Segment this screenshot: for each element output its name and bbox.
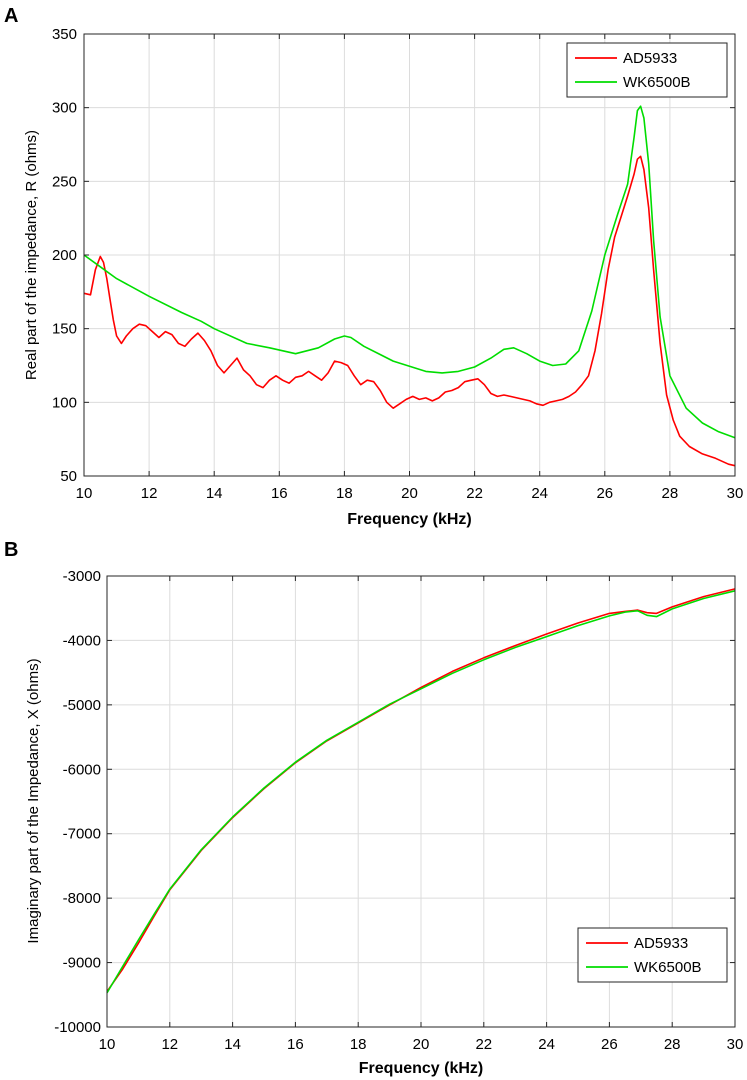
legend: AD5933 WK6500B (577, 927, 728, 983)
x-tick-label: 14 (206, 485, 223, 502)
x-tick-label: 16 (287, 1036, 304, 1053)
x-tick-label: 28 (664, 1036, 681, 1053)
series-line-wk6500b (106, 590, 736, 994)
x-tick-label: 30 (727, 1036, 744, 1053)
series-line-ad5933 (83, 155, 736, 467)
x-tick-label: 16 (271, 485, 288, 502)
y-tick-label: 300 (52, 100, 77, 117)
y-tick-label: -8000 (63, 890, 101, 907)
chart-panel-A: 10 12 14 16 18 20 22 24 26 28 30 50 100 150 200 250 300 3… (4, 5, 743, 528)
panel-label: B (4, 539, 18, 561)
y-tick-label: -5000 (63, 697, 101, 714)
y-tick-label: -7000 (63, 826, 101, 843)
legend-label-ad5933: AD5933 (623, 50, 677, 67)
x-tick-label: 26 (601, 1036, 618, 1053)
x-tick-label: 24 (531, 485, 548, 502)
x-tick-label: 10 (99, 1036, 116, 1053)
y-tick-label: -6000 (63, 761, 101, 778)
chart-panel-B: 10 12 14 16 18 20 22 24 26 28 30 -10000 -9000 -8000 -7… (4, 539, 743, 1077)
y-tick-label: 250 (52, 173, 77, 190)
y-tick-label: -3000 (63, 568, 101, 585)
y-axis-label: Imaginary part of the Impedance, X (ohms… (25, 658, 42, 943)
y-tick-label: 150 (52, 321, 77, 338)
legend-label-ad5933: AD5933 (634, 935, 688, 952)
y-tick-label: -4000 (63, 632, 101, 649)
legend-label-wk6500b: WK6500B (623, 74, 691, 91)
legend-box (577, 927, 728, 983)
y-axis-label: Real part of the impedance, R (ohms) (23, 130, 40, 380)
legend-box (566, 42, 728, 98)
y-tick-label: -10000 (54, 1019, 101, 1036)
x-tick-label: 12 (141, 485, 158, 502)
series-line-wk6500b (83, 105, 736, 439)
x-axis-label: Frequency (kHz) (359, 1060, 483, 1077)
x-tick-label: 12 (161, 1036, 178, 1053)
x-tick-label: 20 (401, 485, 418, 502)
x-tick-label: 24 (538, 1036, 555, 1053)
x-tick-label: 20 (413, 1036, 430, 1053)
y-tick-label: 350 (52, 26, 77, 43)
x-tick-label: 14 (224, 1036, 241, 1053)
x-axis-label: Frequency (kHz) (347, 511, 471, 528)
x-tick-label: 22 (466, 485, 483, 502)
legend: AD5933 WK6500B (566, 42, 728, 98)
x-tick-label: 26 (596, 485, 613, 502)
y-tick-label: 200 (52, 247, 77, 264)
y-tick-label: -9000 (63, 955, 101, 972)
x-tick-label: 30 (727, 485, 744, 502)
y-tick-label: 100 (52, 394, 77, 411)
x-tick-label: 28 (662, 485, 679, 502)
panel-label: A (4, 5, 18, 27)
legend-label-wk6500b: WK6500B (634, 959, 702, 976)
y-tick-label: 50 (60, 468, 77, 485)
x-tick-label: 10 (76, 485, 93, 502)
x-tick-label: 18 (336, 485, 353, 502)
x-tick-label: 18 (350, 1036, 367, 1053)
x-tick-label: 22 (475, 1036, 492, 1053)
